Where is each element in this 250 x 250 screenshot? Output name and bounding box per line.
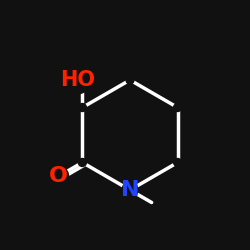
Circle shape [78,158,86,166]
Circle shape [64,66,91,94]
Text: N: N [121,180,139,200]
Text: O: O [49,166,68,186]
Circle shape [122,182,138,198]
Circle shape [126,76,134,84]
Text: HO: HO [60,70,95,90]
Circle shape [78,104,86,112]
Circle shape [48,166,68,186]
Circle shape [174,158,182,166]
Circle shape [174,104,182,112]
